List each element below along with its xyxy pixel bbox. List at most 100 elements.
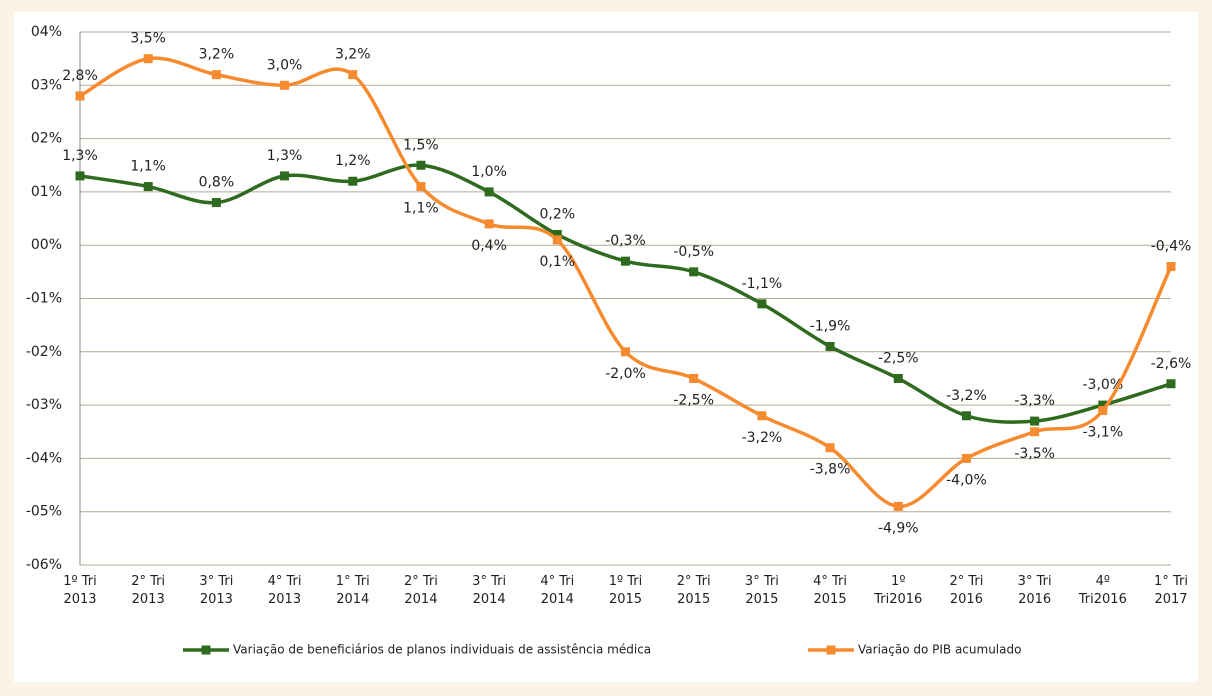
marker [1098,400,1108,410]
x-tick-label: 3° Tri 2016 [1017,574,1052,607]
chart-area [14,12,1198,682]
data-label: 1,3% [267,148,303,164]
data-label: 0,4% [471,238,507,254]
data-label: -3,3% [1014,393,1055,409]
marker [757,299,767,309]
x-tick-label: 2° Tri 2015 [676,574,711,607]
data-label: 1,0% [471,164,507,180]
data-label: -1,1% [742,276,783,292]
x-tick-label: 1º Tri2016 [874,574,923,607]
marker [75,171,85,181]
x-tick-label: 3° Tri 2015 [744,574,779,607]
marker [143,54,153,64]
y-tick-label: 04% [31,24,62,40]
marker [1030,416,1040,426]
marker [825,341,835,351]
marker [280,80,290,90]
y-tick-label: -01% [26,291,62,307]
y-tick-label: -02% [26,344,62,360]
data-label: 1,5% [403,137,439,153]
data-label: 0,2% [540,207,576,223]
data-label: 0,1% [540,254,576,270]
data-label: 1,1% [403,201,439,217]
data-label: -2,5% [673,392,714,408]
y-tick-label: 02% [31,131,62,147]
legend-marker [826,645,836,655]
x-tick-label: 4° Tri 2015 [813,574,847,607]
y-tick-label: -04% [26,450,62,466]
marker [621,347,630,357]
x-tick-label: 1° Tri 2014 [335,574,370,607]
data-label: -2,0% [605,366,646,382]
marker [1166,379,1176,389]
data-label: 2,8% [62,68,98,84]
data-label: 0,8% [199,175,235,191]
data-label: -4,9% [878,520,919,536]
x-tick-label: 1° Tri 2017 [1154,574,1188,607]
marker [552,230,562,240]
y-tick-label: -03% [26,397,62,413]
legend-label: Variação do PIB acumulado [858,643,1021,657]
marker [484,187,494,197]
marker [893,373,903,383]
x-tick-label: 3° Tri 2013 [199,574,234,607]
data-label: -2,6% [1151,356,1192,372]
data-label: -3,0% [1083,377,1124,393]
marker [348,176,358,186]
marker [552,235,562,245]
marker [484,219,494,229]
x-tick-label: 4º Tri2016 [1078,574,1127,607]
marker [1098,405,1108,415]
y-tick-label: -05% [26,504,62,520]
marker [689,267,699,277]
marker [280,171,290,181]
data-label: 1,2% [335,153,371,169]
x-tick-label: 2° Tri 2014 [403,574,438,607]
marker [757,411,767,421]
data-label: -0,3% [605,233,646,249]
data-label: -2,5% [878,350,919,366]
marker [1030,427,1040,437]
data-label: 3,5% [130,31,166,47]
marker [75,91,85,101]
marker [416,182,426,192]
marker [1166,262,1176,272]
data-label: -3,5% [1014,446,1055,462]
data-label: -3,1% [1083,424,1124,440]
data-label: -0,4% [1151,239,1192,255]
data-label: -1,9% [810,318,851,334]
marker [689,373,699,383]
data-label: 3,2% [199,47,235,63]
marker [211,198,221,208]
marker [416,160,426,170]
x-tick-label: 2° Tri 2013 [131,574,166,607]
x-tick-label: 1º Tri 2013 [63,574,97,607]
x-tick-label: 1º Tri 2015 [608,574,643,607]
marker [961,411,971,421]
data-label: 1,3% [62,148,98,164]
x-tick-label: 2° Tri 2016 [949,574,984,607]
data-label: -3,2% [742,430,783,446]
data-label: -0,5% [673,244,714,260]
data-label: 1,1% [130,159,166,175]
marker [143,182,153,192]
marker [961,453,971,463]
y-tick-label: 03% [31,77,62,93]
data-label: 3,2% [335,47,371,63]
x-tick-label: 3° Tri 2014 [472,574,507,607]
y-tick-label: 00% [31,237,62,253]
data-label: 3,0% [267,57,303,73]
legend-label: Variação de beneficiários de planos indi… [233,643,651,657]
y-tick-label: -06% [26,557,62,573]
marker [211,70,221,80]
x-tick-label: 4° Tri 2013 [267,574,302,607]
marker [348,70,358,80]
data-label: -3,2% [946,388,987,404]
x-tick-label: 4° Tri 2014 [540,574,575,607]
marker [825,443,835,453]
legend-marker [201,645,211,655]
data-label: -3,8% [810,462,851,478]
data-label: -4,0% [946,472,987,488]
